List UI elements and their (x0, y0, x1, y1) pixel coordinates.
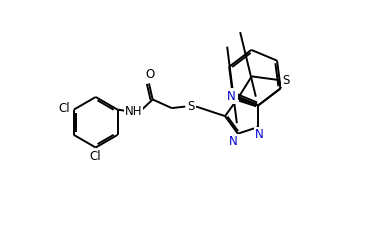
Text: Cl: Cl (89, 150, 100, 163)
Text: O: O (145, 68, 154, 81)
Text: N: N (229, 135, 238, 148)
Text: N: N (227, 89, 236, 103)
Text: N: N (227, 89, 236, 102)
Text: N: N (229, 135, 238, 148)
Text: O: O (145, 68, 154, 81)
Text: N: N (255, 128, 264, 141)
Text: S: S (187, 100, 194, 113)
Text: Cl: Cl (89, 150, 100, 163)
Text: NH: NH (125, 105, 143, 118)
Text: Cl: Cl (59, 101, 70, 115)
Text: Cl: Cl (59, 101, 70, 115)
Text: N: N (255, 128, 264, 141)
Text: S: S (187, 100, 194, 113)
Text: NH: NH (125, 105, 143, 118)
Text: S: S (282, 74, 289, 87)
Text: S: S (282, 74, 289, 87)
Text: N: N (228, 90, 236, 103)
